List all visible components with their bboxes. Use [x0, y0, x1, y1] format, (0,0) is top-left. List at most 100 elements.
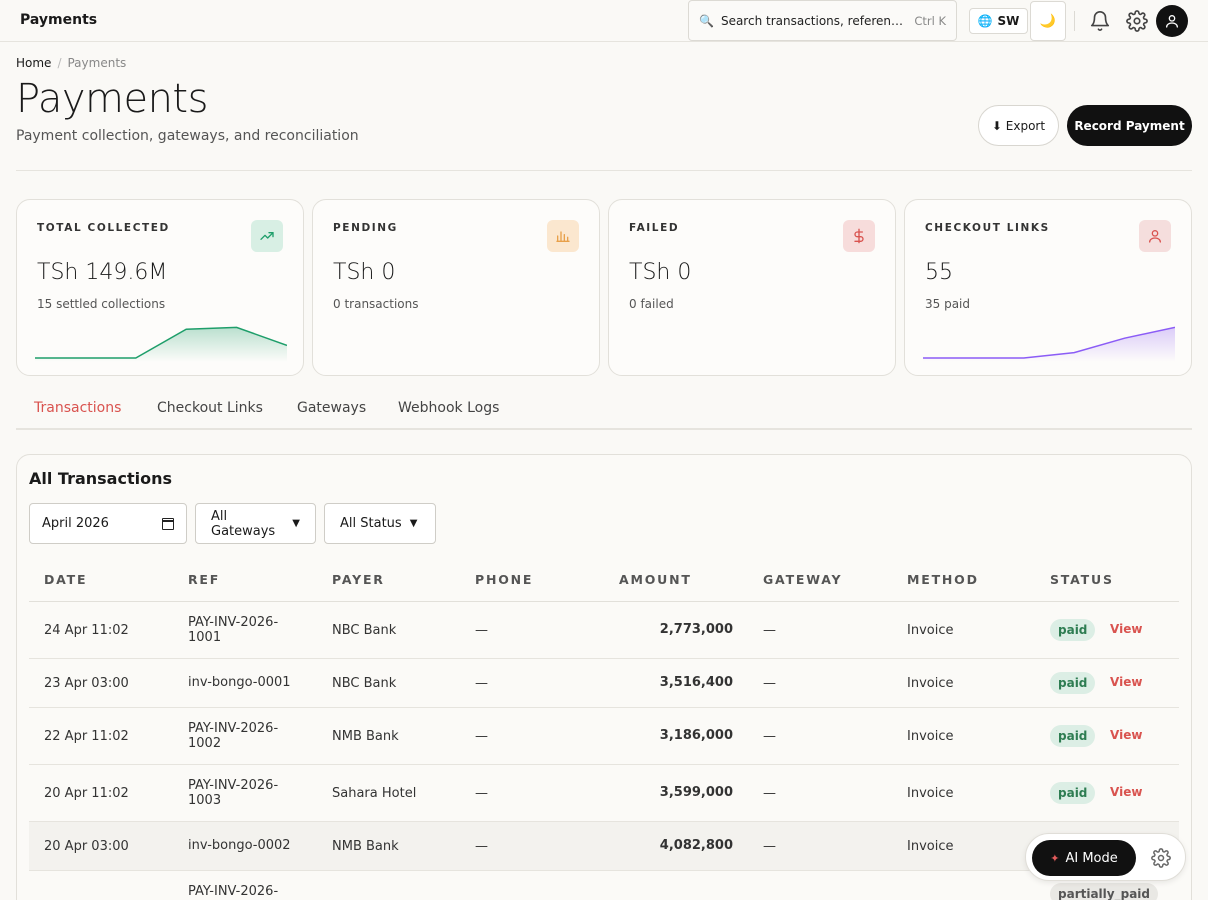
stat-subtext: 0 failed	[629, 297, 674, 311]
tab-webhook-logs[interactable]: Webhook Logs	[398, 400, 500, 416]
cell-method: Invoice	[907, 676, 954, 691]
cell-ref: PAY-INV-2026-	[188, 884, 279, 899]
cell-amount: 3,516,400	[659, 675, 733, 690]
cell-amount: 2,773,000	[659, 622, 733, 637]
table-row[interactable]: PAY-INV-2026- partially_paid	[29, 871, 1179, 900]
stat-value: TSh 149.6M	[37, 260, 168, 285]
cell-gateway: —	[763, 839, 776, 854]
ai-mode-button[interactable]: ✦ AI Mode	[1032, 840, 1136, 876]
cell-method: Invoice	[907, 786, 954, 801]
search-box[interactable]: 🔍 Search transactions, references… Ctrl …	[688, 0, 957, 41]
stat-value: TSh 0	[333, 260, 396, 285]
gateway-filter-value: All Gateways	[211, 508, 276, 539]
chevron-down-icon: ▼	[292, 518, 300, 529]
cell-payer: NMB Bank	[332, 729, 399, 744]
column-header-gateway[interactable]: GATEWAY	[763, 572, 843, 587]
sparkline	[35, 326, 287, 362]
view-link[interactable]: View	[1110, 675, 1143, 689]
cell-date: 23 Apr 03:00	[44, 676, 129, 691]
cell-amount: 4,082,800	[659, 838, 733, 853]
cell-ref: PAY-INV-2026-1003	[188, 778, 279, 808]
cell-phone: —	[475, 729, 488, 744]
avatar[interactable]	[1156, 5, 1188, 37]
panel-title: All Transactions	[29, 469, 172, 488]
sparkline-area	[35, 327, 287, 362]
user-icon	[1166, 15, 1178, 28]
user-icon	[1149, 230, 1161, 243]
stat-subtext: 15 settled collections	[37, 297, 166, 311]
gear-icon[interactable]	[1151, 848, 1171, 868]
cell-ref: inv-bongo-0001	[188, 675, 291, 690]
stat-icon-box	[843, 220, 875, 252]
search-icon: 🔍	[699, 13, 714, 28]
stat-icon-box	[547, 220, 579, 252]
trend-up-icon	[260, 232, 274, 240]
cell-payer: NMB Bank	[332, 839, 399, 854]
theme-toggle-button[interactable]: 🌙	[1030, 1, 1066, 41]
stat-subtext: 35 paid	[925, 297, 971, 311]
view-link[interactable]: View	[1110, 785, 1143, 799]
sparkline-line	[923, 326, 1175, 359]
tab-bar: Transactions Checkout Links Gateways Web…	[16, 390, 1192, 430]
stat-card-checkout-links: CHECKOUT LINKS 55 35 paid	[904, 199, 1192, 376]
cell-date: 22 Apr 11:02	[44, 729, 129, 744]
cell-phone: —	[475, 623, 488, 638]
table-row[interactable]: 23 Apr 03:00 inv-bongo-0001 NBC Bank — 3…	[29, 659, 1179, 708]
cell-payer: Sahara Hotel	[332, 786, 417, 801]
export-button[interactable]: ⬇ Export	[978, 105, 1059, 146]
column-header-ref[interactable]: REF	[188, 572, 221, 587]
status-badge: paid	[1050, 672, 1096, 694]
cell-payer: NBC Bank	[332, 676, 397, 691]
sparkle-icon: ✦	[1050, 851, 1060, 865]
column-header-phone[interactable]: PHONE	[475, 572, 534, 587]
status-filter-value: All Status	[340, 516, 402, 531]
record-payment-button[interactable]: Record Payment	[1067, 105, 1192, 146]
column-header-payer[interactable]: PAYER	[332, 572, 385, 587]
stat-value: TSh 0	[629, 260, 692, 285]
gear-icon[interactable]	[1126, 10, 1148, 32]
cell-ref: PAY-INV-2026-1001	[188, 615, 279, 645]
column-header-status[interactable]: STATUS	[1050, 572, 1114, 587]
language-button[interactable]: 🌐 SW	[969, 8, 1028, 34]
tab-transactions[interactable]: Transactions	[34, 400, 122, 416]
chevron-down-icon: ▼	[409, 518, 418, 529]
stat-card-total-collected: TOTAL COLLECTED TSh 149.6M 15 settled co…	[16, 199, 304, 376]
view-link[interactable]: View	[1110, 622, 1143, 636]
stat-value: 55	[925, 260, 953, 285]
column-header-method[interactable]: METHOD	[907, 572, 979, 587]
cell-amount: 3,186,000	[659, 728, 733, 743]
tab-gateways[interactable]: Gateways	[297, 400, 367, 416]
ai-mode-widget: ✦ AI Mode	[1025, 833, 1186, 881]
ai-mode-label: AI Mode	[1065, 850, 1118, 866]
cell-gateway: —	[763, 786, 776, 801]
table-row[interactable]: 20 Apr 11:02 PAY-INV-2026-1003 Sahara Ho…	[29, 765, 1179, 822]
view-link[interactable]: View	[1110, 728, 1143, 742]
cell-gateway: —	[763, 623, 776, 638]
language-label: SW	[997, 14, 1020, 28]
stat-icon-box	[1139, 220, 1171, 252]
header-rule	[29, 601, 1179, 602]
breadcrumb-home[interactable]: Home	[16, 56, 52, 70]
globe-icon: 🌐	[977, 14, 993, 28]
page-title: Payments	[16, 76, 208, 122]
cell-date: 20 Apr 03:00	[44, 839, 129, 854]
moon-icon: 🌙	[1039, 13, 1057, 29]
column-header-amount[interactable]: AMOUNT	[619, 572, 692, 587]
stat-card-failed: FAILED TSh 0 0 failed	[608, 199, 896, 376]
table-row[interactable]: 22 Apr 11:02 PAY-INV-2026-1002 NMB Bank …	[29, 708, 1179, 765]
table-row[interactable]: 20 Apr 03:00 inv-bongo-0002 NMB Bank — 4…	[29, 822, 1179, 871]
column-header-date[interactable]: DATE	[44, 572, 88, 587]
bell-icon[interactable]	[1089, 10, 1111, 32]
stat-subtext: 0 transactions	[333, 297, 419, 311]
page-subtitle: Payment collection, gateways, and reconc…	[16, 128, 359, 144]
month-filter[interactable]: April 2026	[29, 503, 187, 544]
gateway-filter[interactable]: All Gateways ▼	[195, 503, 316, 544]
status-badge: paid	[1050, 782, 1096, 804]
search-shortcut: Ctrl K	[914, 13, 946, 28]
table-row[interactable]: 24 Apr 11:02 PAY-INV-2026-1001 NBC Bank …	[29, 602, 1179, 659]
cell-ref: inv-bongo-0002	[188, 838, 291, 853]
status-filter[interactable]: All Status ▼	[324, 503, 436, 544]
tab-checkout-links[interactable]: Checkout Links	[157, 400, 263, 416]
status-badge: paid	[1050, 725, 1096, 747]
cell-phone: —	[475, 786, 488, 801]
